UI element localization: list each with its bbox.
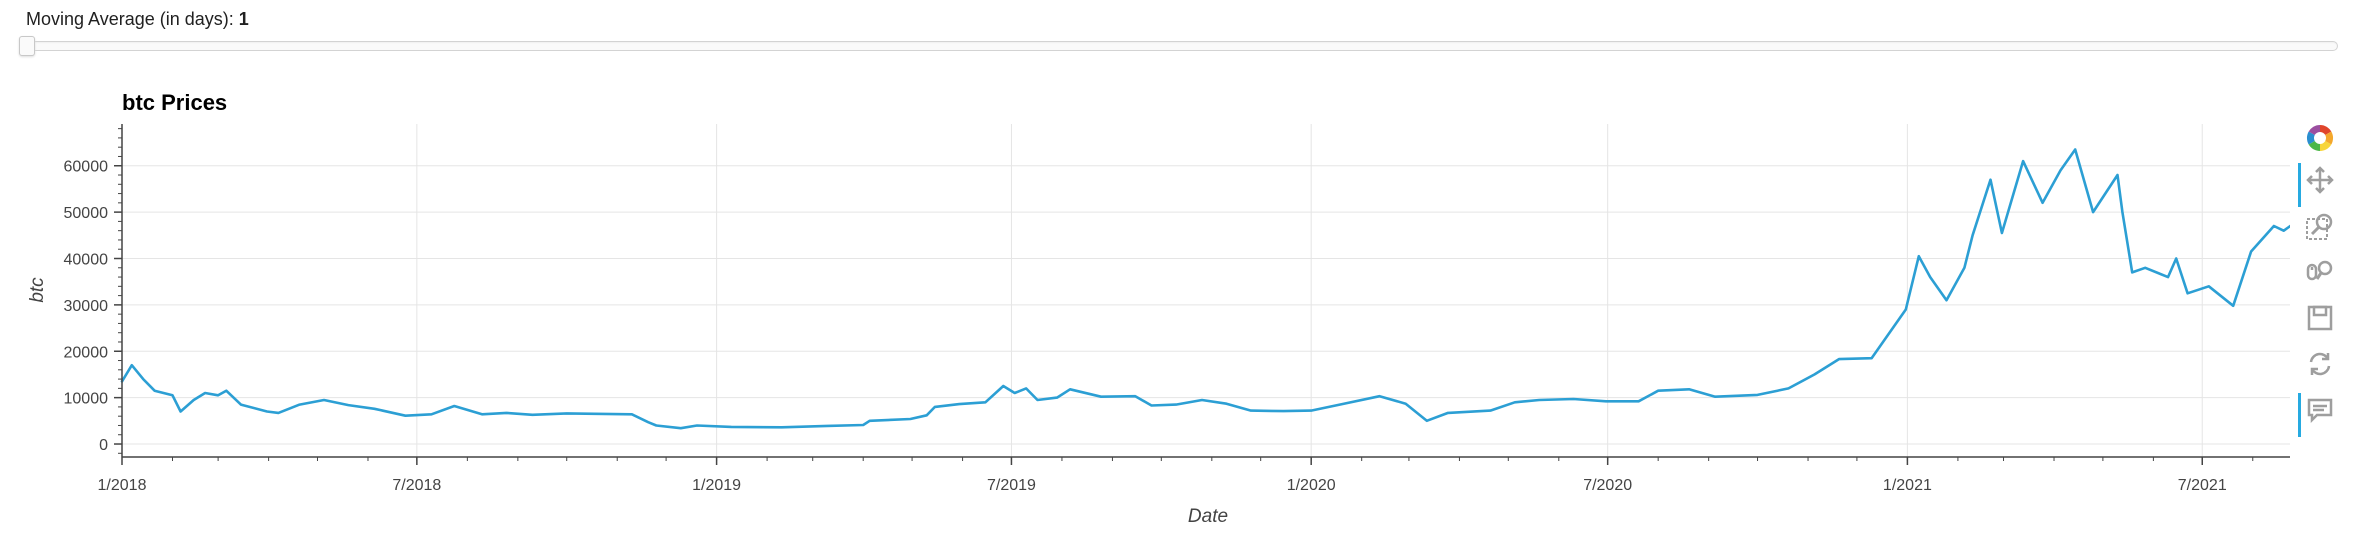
slider-handle[interactable] — [19, 36, 35, 56]
price-series-line — [120, 148, 2290, 430]
y-tick-label: 60000 — [64, 159, 109, 176]
slider-label: Moving Average (in days): 1 — [26, 8, 2338, 30]
bokeh-logo-icon[interactable] — [2300, 118, 2340, 158]
wheel-zoom-icon[interactable] — [2300, 252, 2340, 292]
plot-area — [120, 148, 2290, 430]
y-tick-label: 0 — [99, 437, 108, 454]
btc-price-chart[interactable]: 0 10000 20000 30000 40000 50000 60000 1/2018 7/2… — [0, 0, 2290, 553]
save-icon[interactable] — [2300, 298, 2340, 338]
hover-icon[interactable] — [2298, 390, 2340, 437]
x-tick-label: 7/2018 — [392, 477, 441, 494]
y-tick-label: 30000 — [64, 298, 109, 315]
x-tick-label: 7/2019 — [987, 477, 1036, 494]
x-tick-label: 1/2019 — [692, 477, 741, 494]
x-tick-label: 1/2020 — [1287, 477, 1336, 494]
x-tick-label: 1/2018 — [98, 477, 147, 494]
y-axis-label: btc — [27, 277, 48, 303]
box-zoom-icon[interactable] — [2300, 206, 2340, 246]
x-tick-label: 1/2021 — [1883, 477, 1932, 494]
pan-icon[interactable] — [2298, 160, 2340, 207]
grid — [121, 124, 2290, 457]
y-tick-label: 50000 — [64, 205, 109, 222]
reset-icon[interactable] — [2300, 344, 2340, 384]
x-axis-label: Date — [1188, 506, 1228, 527]
slider-value: 1 — [238, 9, 249, 29]
x-tick-label: 7/2021 — [2178, 477, 2227, 494]
y-tick-label: 20000 — [64, 344, 109, 361]
slider-label-text: Moving Average (in days): — [26, 9, 239, 29]
y-tick-label: 10000 — [64, 391, 109, 408]
moving-average-slider: Moving Average (in days): 1 — [19, 8, 2338, 56]
axes: 0 10000 20000 30000 40000 50000 60000 1/2018 7/2… — [64, 124, 2290, 494]
chart-title: btc Prices — [122, 90, 227, 115]
x-tick-label: 7/2020 — [1583, 477, 1632, 494]
y-tick-label: 40000 — [64, 251, 109, 268]
